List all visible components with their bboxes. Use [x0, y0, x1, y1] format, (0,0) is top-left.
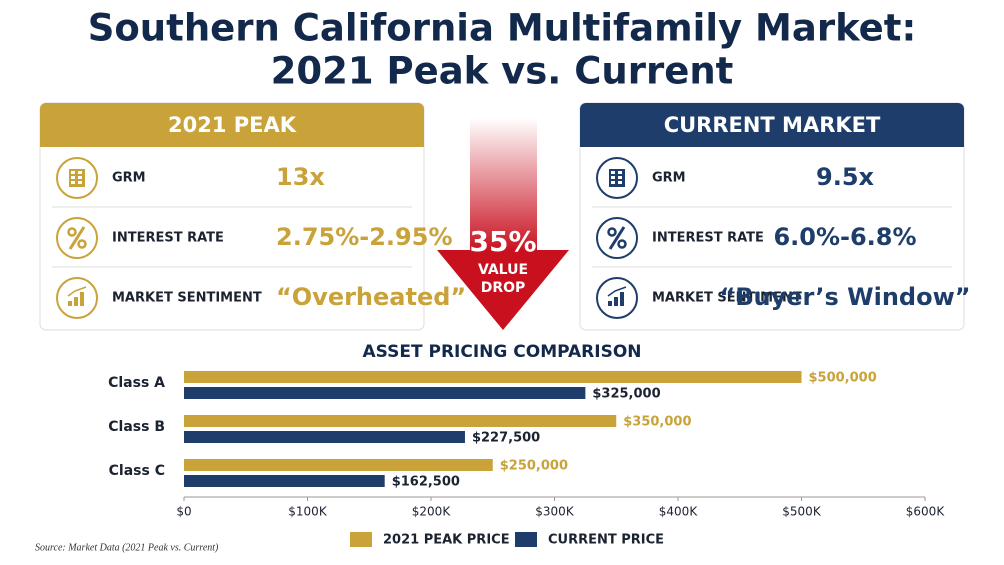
row-label: MARKET SENTIMENT [652, 291, 802, 306]
icon-window [611, 171, 615, 174]
icon-window [618, 181, 622, 184]
legend-label: 2021 PEAK PRICE [383, 533, 510, 548]
x-tick-label: $100K [288, 505, 328, 519]
icon-window [611, 176, 615, 179]
panel-title: CURRENT MARKET [664, 113, 881, 137]
legend-swatch [350, 532, 372, 547]
value-label: $162,500 [392, 475, 460, 490]
row-value: “Buyer’s Window” [719, 283, 970, 311]
category-label: Class B [108, 419, 165, 435]
icon-bar [620, 292, 624, 306]
value-label: $500,000 [809, 371, 877, 386]
panel-header [40, 103, 424, 147]
icon-trend [607, 286, 627, 297]
icon-dot [67, 227, 77, 237]
category-label: Class C [109, 463, 165, 479]
legend-label: CURRENT PRICE [548, 533, 664, 548]
icon-window [78, 176, 82, 179]
value-label: $325,000 [592, 387, 660, 402]
row-label: INTEREST RATE [112, 231, 224, 246]
icon-window [78, 171, 82, 174]
value-label: $250,000 [500, 459, 568, 474]
icon-window [71, 171, 75, 174]
drop-label: VALUE [478, 262, 528, 278]
icon-window [618, 176, 622, 179]
row-label: INTEREST RATE [652, 231, 764, 246]
panel-title: 2021 PEAK [168, 113, 297, 137]
bar [184, 387, 586, 399]
row-label: GRM [652, 171, 686, 186]
row-label: MARKET SENTIMENT [112, 291, 262, 306]
icon-window [71, 181, 75, 184]
icon-bar [614, 297, 618, 306]
icon-bar [68, 301, 72, 306]
icon-window [611, 181, 615, 184]
bar [184, 459, 493, 471]
icon-slash [68, 226, 86, 250]
x-tick-label: $300K [535, 505, 575, 519]
icon-window [618, 171, 622, 174]
source: Source: Market Data (2021 Peak vs. Curre… [35, 542, 219, 553]
x-tick-label: $600K [906, 505, 946, 519]
drop-arrow: 35% VALUE DROP [437, 118, 569, 330]
x-tick-label: $0 [176, 505, 191, 519]
row-value: 6.0%-6.8% [773, 223, 916, 251]
icon-window [78, 181, 82, 184]
bar [184, 415, 617, 427]
bar [184, 431, 465, 443]
chart-title: ASSET PRICING COMPARISON [362, 342, 641, 362]
row-value: 9.5x [816, 163, 875, 191]
drop-percent: 35% [469, 225, 536, 258]
x-tick-label: $400K [659, 505, 699, 519]
title-line-2: 2021 Peak vs. Current [271, 50, 734, 93]
icon-dot [77, 239, 87, 249]
icon-bar [608, 301, 612, 306]
icon-bar [80, 292, 84, 306]
legend-swatch [515, 532, 537, 547]
bar [184, 371, 802, 383]
icon-dot [617, 239, 627, 249]
icon-window [71, 176, 75, 179]
icon-dot [607, 227, 617, 237]
x-tick-label: $200K [412, 505, 452, 519]
icon-trend [67, 286, 87, 297]
bar [184, 475, 385, 487]
icon-slash [608, 226, 626, 250]
value-label: $350,000 [623, 415, 691, 430]
x-tick-label: $500K [782, 505, 822, 519]
drop-label: DROP [481, 280, 526, 296]
row-value: 2.75%-2.95% [276, 223, 452, 251]
title-line-1: Southern California Multifamily Market: [88, 7, 917, 50]
row-value: 13x [276, 163, 325, 191]
panel-header [580, 103, 964, 147]
row-label: GRM [112, 171, 146, 186]
arrow-shaft [470, 118, 537, 252]
value-label: $227,500 [472, 431, 540, 446]
arrow-head [437, 250, 569, 330]
icon-bar [74, 297, 78, 306]
row-value: “Overheated” [276, 283, 466, 311]
category-label: Class A [108, 375, 165, 391]
